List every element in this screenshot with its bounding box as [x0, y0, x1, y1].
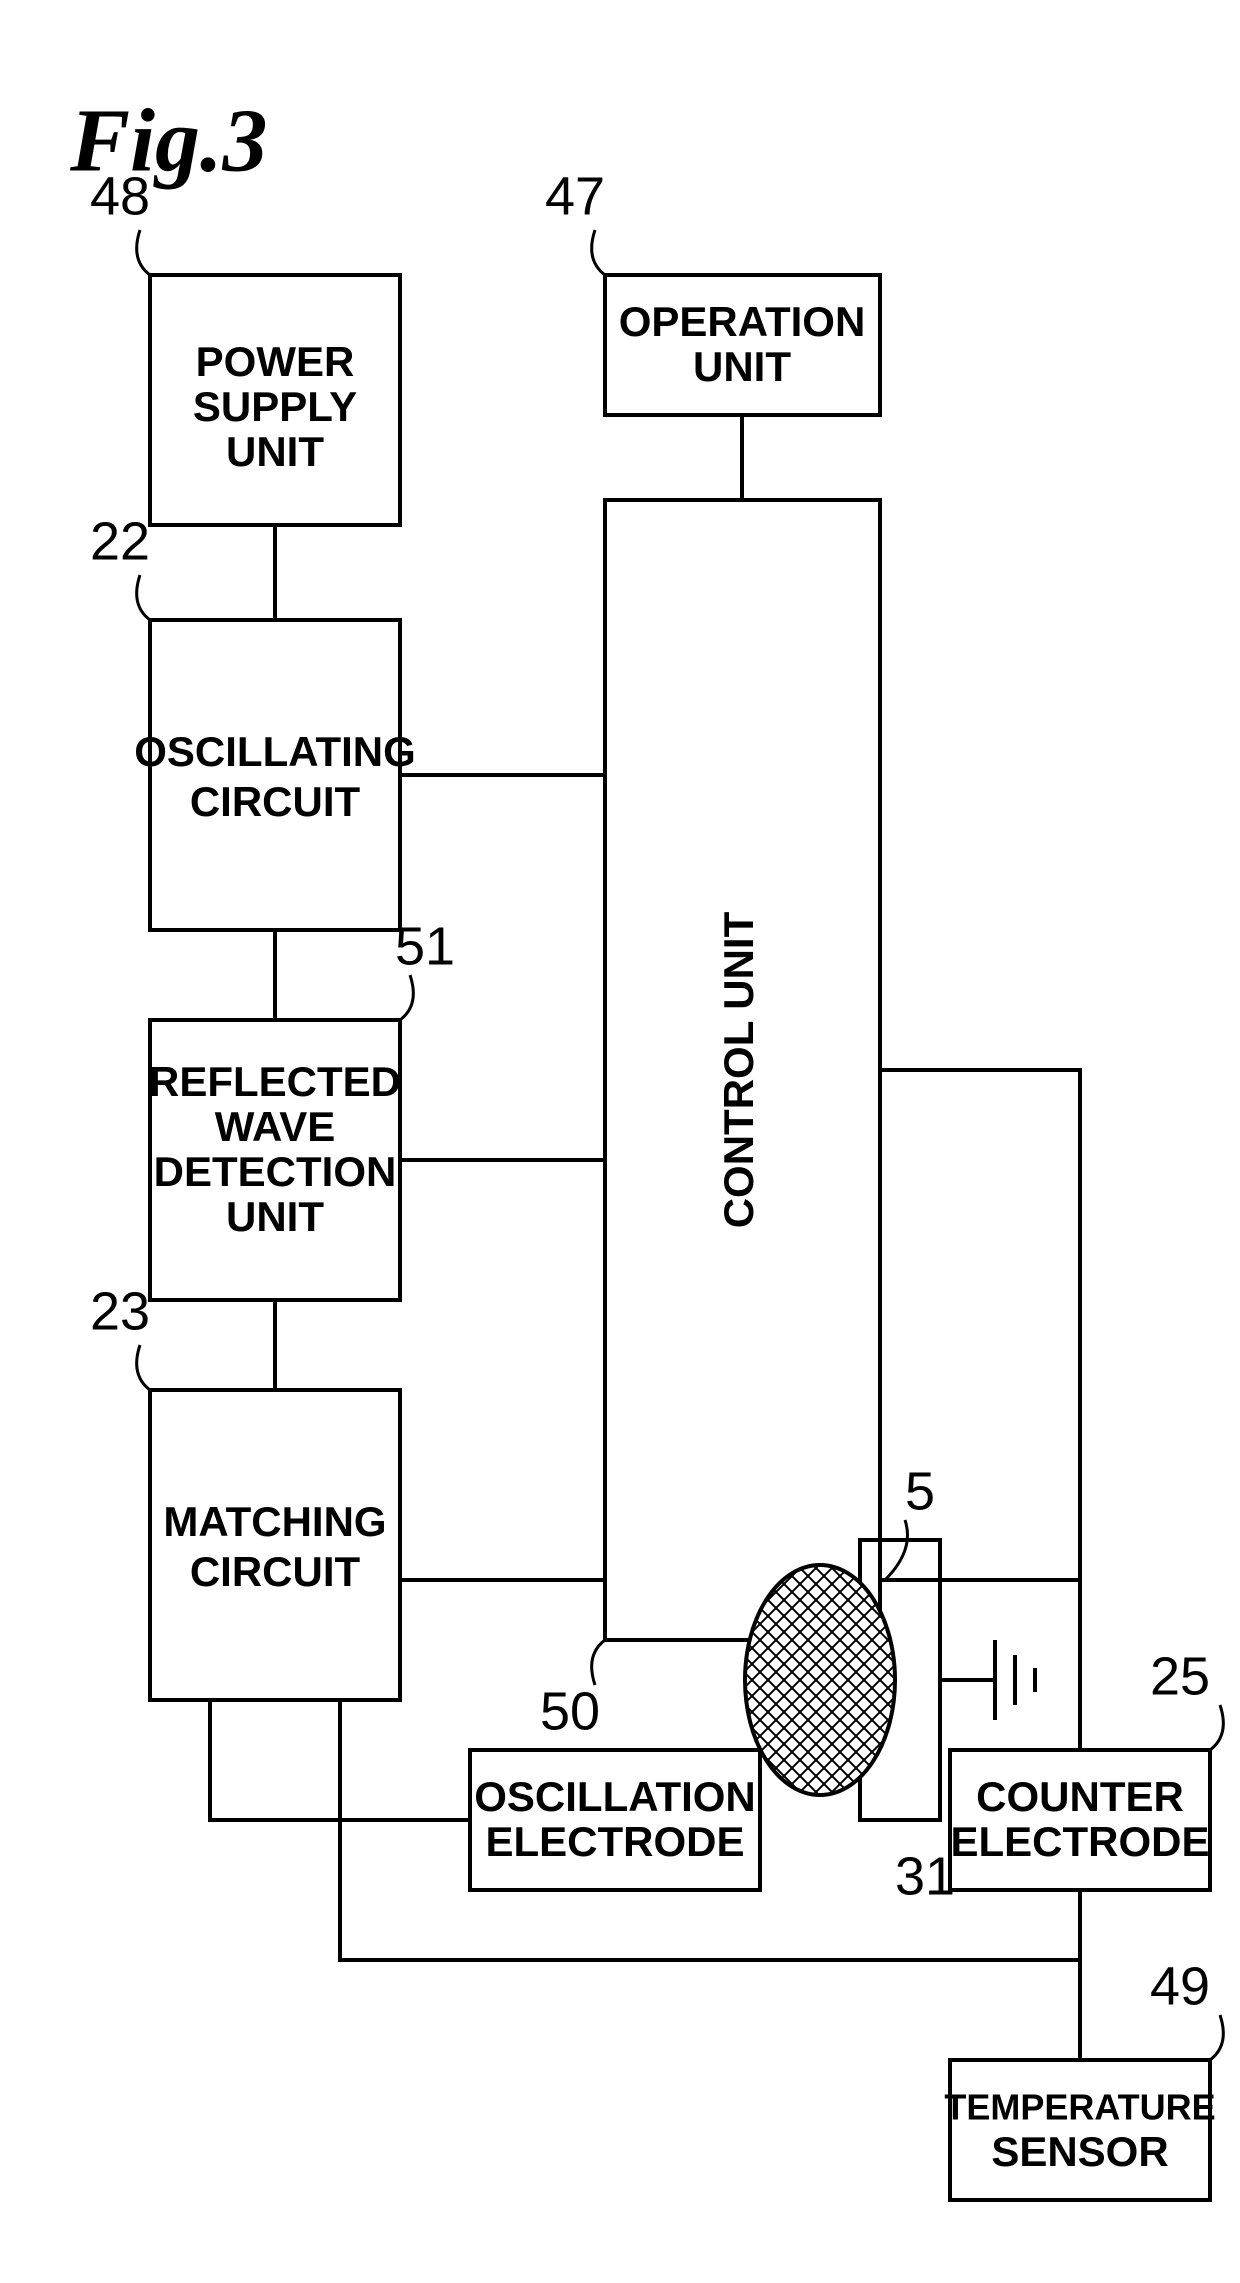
block-operation-unit: OPERATION UNIT 47	[545, 166, 880, 415]
block-oscillating-circuit: OSCILLATING CIRCUIT 22	[90, 511, 416, 930]
osc-electrode-label-1: OSCILLATION	[474, 1773, 756, 1820]
block-power-supply: POWER SUPPLY UNIT 48	[90, 166, 400, 525]
counter-electrode-label-2: ELECTRODE	[950, 1818, 1209, 1865]
oscillating-label-2: CIRCUIT	[190, 778, 361, 825]
block-control-unit: CONTROL UNIT 50	[540, 500, 880, 1741]
matching-label-1: MATCHING	[163, 1498, 386, 1545]
block-temperature-sensor: TEMPERATURE SENSOR 49	[944, 1956, 1223, 2200]
temp-sensor-label-1: TEMPERATURE	[944, 2087, 1215, 2128]
block-matching-circuit: MATCHING CIRCUIT 23	[90, 1281, 400, 1700]
matching-label-2: CIRCUIT	[190, 1548, 361, 1595]
reflected-label-2: WAVE	[215, 1103, 336, 1150]
operation-label-1: OPERATION	[619, 298, 866, 345]
reflected-label-1: REFLECTED	[149, 1058, 401, 1105]
block-reflected-wave: REFLECTED WAVE DETECTION UNIT 51	[149, 916, 455, 1300]
operation-id: 47	[545, 166, 605, 226]
reflected-label-3: DETECTION	[154, 1148, 397, 1195]
counter-electrode-id: 25	[1150, 1646, 1210, 1706]
hatched-object-id: 5	[905, 1461, 935, 1521]
matching-id: 23	[90, 1281, 150, 1341]
temp-sensor-label-2: SENSOR	[991, 2128, 1168, 2175]
power-supply-id: 48	[90, 166, 150, 226]
reflected-id: 51	[395, 916, 455, 976]
power-supply-label-1: POWER	[196, 338, 355, 385]
control-unit-id: 50	[540, 1681, 600, 1741]
block-counter-electrode: COUNTER ELECTRODE 25	[950, 1646, 1223, 1890]
reflected-label-4: UNIT	[226, 1193, 324, 1240]
tray-id: 31	[895, 1846, 955, 1906]
operation-label-2: UNIT	[693, 343, 791, 390]
control-unit-label: CONTROL UNIT	[715, 911, 762, 1228]
block-diagram: Fig.3 POWER SUPPLY UNIT 48 OSCILLATING C…	[0, 0, 1240, 2283]
oscillating-label-1: OSCILLATING	[134, 728, 416, 775]
counter-electrode-label-1: COUNTER	[976, 1773, 1184, 1820]
temp-sensor-id: 49	[1150, 1956, 1210, 2016]
power-supply-label-2: SUPPLY	[193, 383, 357, 430]
oscillating-id: 22	[90, 511, 150, 571]
power-supply-label-3: UNIT	[226, 428, 324, 475]
osc-electrode-label-2: ELECTRODE	[485, 1818, 744, 1865]
